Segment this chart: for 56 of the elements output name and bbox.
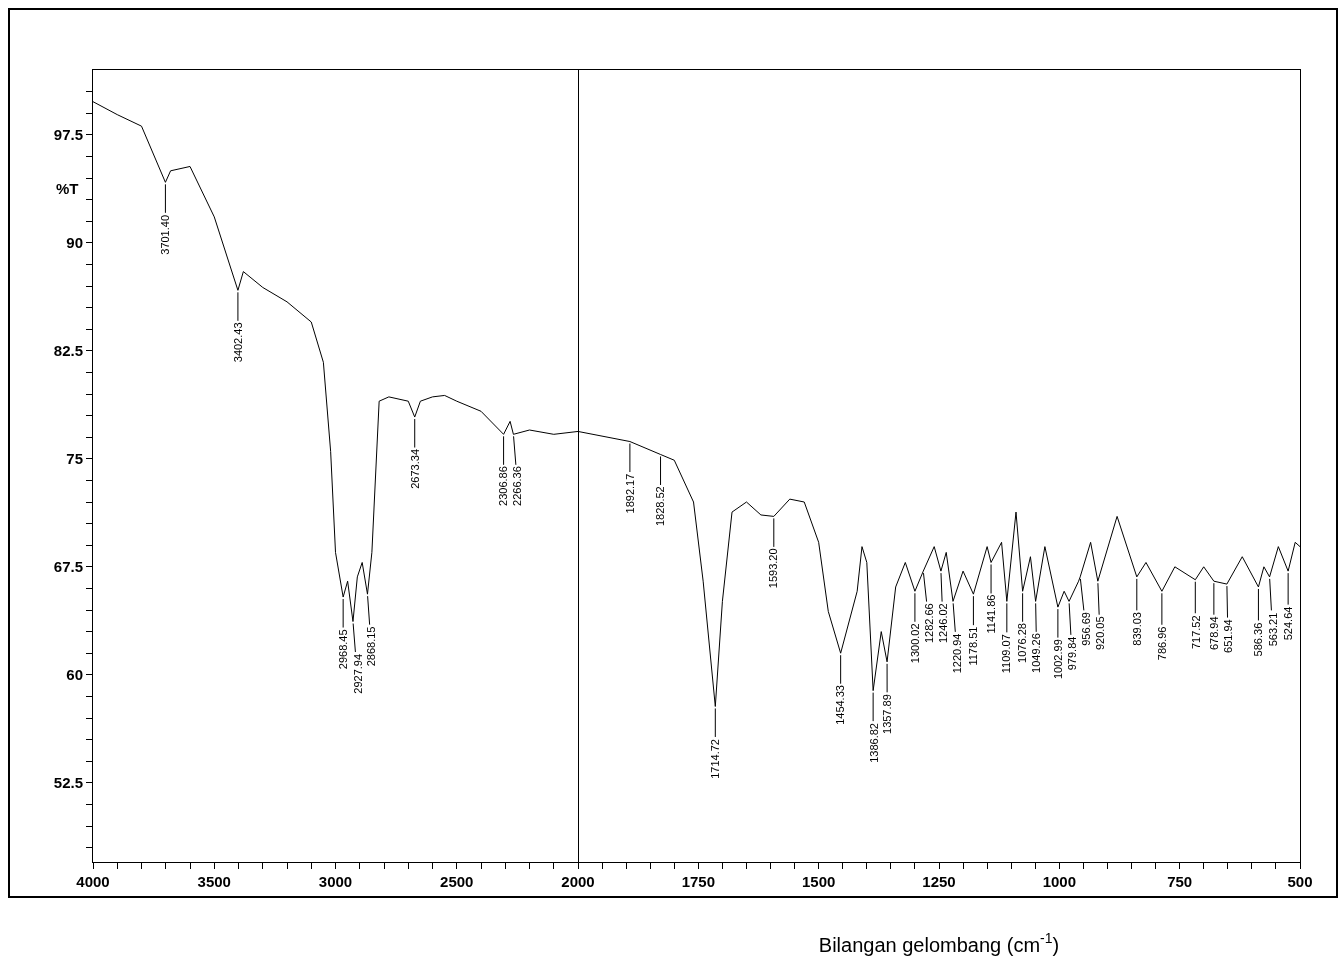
annotation: 2968.45 [337,629,350,670]
annotation: 563.21 [1266,612,1279,647]
annotation: 2306.86 [497,466,510,506]
annotation: 1002.99 [1051,639,1064,680]
y-axis-title: %T [56,180,79,197]
annotation: 1246.02 [936,603,949,644]
annotation: 2927.94 [351,653,364,694]
annotation: 1076.28 [1016,623,1029,663]
x-tick-label: 1000 [1042,873,1077,890]
annotation: 524.64 [1282,606,1295,641]
annotation: 1300.02 [908,623,921,664]
annotation: 1282.66 [922,603,935,644]
annotation: 678.94 [1207,616,1220,651]
x-tick-label: 4000 [76,873,110,890]
x-tick-label: 3000 [318,873,353,890]
annotation: 979.84 [1065,636,1078,671]
annotation: 1220.94 [950,633,963,674]
annotation: 1178.51 [967,626,980,666]
annotation: 3701.40 [159,214,172,255]
x-tick-label: 3500 [197,873,231,890]
x-tick-label: 1250 [922,873,956,890]
annotation: 651.94 [1221,619,1234,653]
annotation: 1454.33 [834,685,847,725]
y-tick-label: 75 [66,450,83,468]
x-axis-title: Bilangan gelombang (cm$^{-1}$) [818,930,1060,956]
annotation: 1892.17 [624,473,637,514]
annotation: 1141.86 [984,594,997,634]
annotation: 1049.26 [1030,633,1043,673]
annotation: 920.05 [1093,616,1106,651]
y-tick-label: 52.5 [53,774,83,792]
x-tick-label: 2500 [440,873,474,890]
annotation: 2868.15 [364,626,377,667]
annotation: 1828.52 [654,486,667,527]
annotation: 786.96 [1155,626,1168,661]
annotation: 839.03 [1130,612,1143,646]
y-tick-label: 90 [66,234,83,252]
x-tick-label: 500 [1287,873,1313,890]
annotation: 717.52 [1189,615,1202,650]
annotation: 3402.43 [231,322,244,363]
annotation: 956.69 [1080,612,1093,646]
x-tick-label: 750 [1167,873,1193,890]
y-tick-label: 97.5 [53,126,83,144]
annotation: 1714.72 [708,739,721,779]
annotation: 586.36 [1252,622,1265,657]
annotation: 1593.20 [767,548,780,589]
annotation: 1357.89 [881,694,894,734]
annotation: 1109.07 [1000,634,1013,674]
y-tick-label: 67.5 [53,558,83,576]
x-tick-label: 1500 [801,873,836,890]
annotation: 1386.82 [867,723,880,763]
annotation: 2673.34 [408,448,421,489]
x-tick-label: 1750 [681,873,716,890]
y-tick-label: 82.5 [53,342,83,360]
x-tick-label: 2000 [561,873,595,890]
y-tick-label: 60 [66,666,83,684]
annotation: 2266.36 [511,466,524,506]
